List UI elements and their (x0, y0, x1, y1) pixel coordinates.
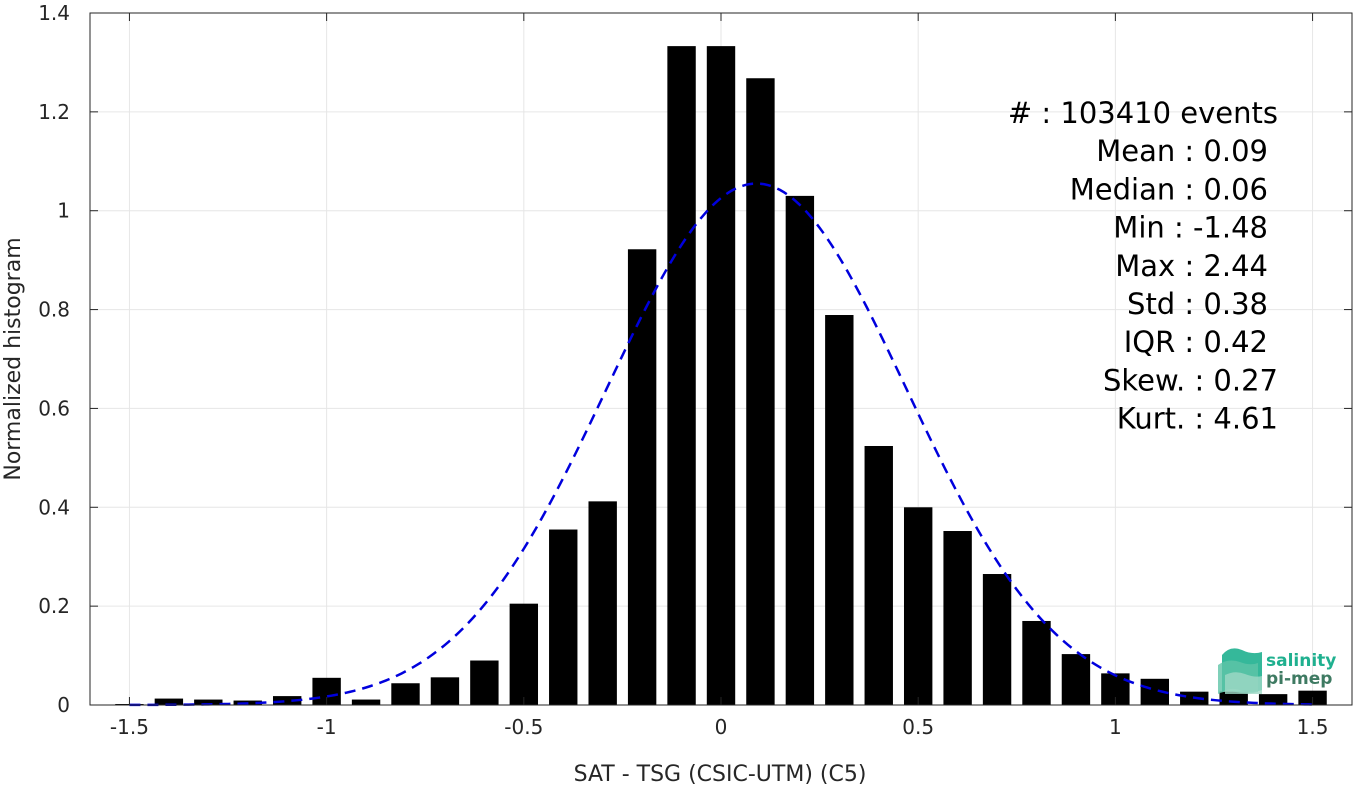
stat-line: Mean : 0.09 (1096, 134, 1268, 168)
x-tick-label: -1.5 (110, 715, 149, 739)
histogram-bar (627, 249, 657, 706)
histogram-bar (470, 660, 499, 705)
x-tick-label: 0 (715, 715, 728, 739)
histogram-bar (509, 603, 539, 705)
histogram-bar (785, 195, 815, 705)
stat-line: IQR : 0.42 (1124, 325, 1268, 359)
salinity-pi-mep-logo: salinity pi-mep (1218, 648, 1336, 694)
y-axis-label: Normalized histogram (1, 237, 26, 480)
y-tick-label: 0.6 (38, 396, 70, 420)
x-axis-label: SAT - TSG (CSIC-UTM) (C5) (574, 762, 867, 785)
histogram-bar (746, 78, 775, 705)
stat-line: Min : -1.48 (1113, 211, 1268, 245)
x-axis-ticks: -1.5 -1 -0.5 0 0.5 1 1.5 (110, 13, 1329, 739)
x-tick-label: 1.5 (1297, 715, 1329, 739)
histogram-bar (391, 683, 420, 705)
histogram-bar (943, 531, 972, 705)
histogram-bar (272, 696, 302, 705)
histogram-bar (903, 507, 933, 705)
y-tick-label: 0.2 (38, 594, 70, 618)
histogram-bar (351, 699, 381, 705)
bar-series (115, 46, 1327, 706)
stat-line: Skew. : 0.27 (1103, 363, 1278, 397)
x-tick-label: 1 (1109, 715, 1122, 739)
y-tick-label: 0 (57, 693, 70, 717)
y-tick-label: 1 (57, 199, 70, 223)
histogram-bar (588, 501, 617, 705)
histogram-bar (154, 698, 184, 705)
y-tick-label: 0.4 (38, 495, 70, 519)
histogram-bar (706, 46, 736, 706)
gaussian-fit-curve (129, 182, 1313, 707)
stat-line: Median : 0.06 (1070, 172, 1268, 206)
y-tick-label: 1.4 (38, 1, 70, 25)
x-tick-label: -1 (317, 715, 337, 739)
logo-wave-icon (1218, 648, 1262, 694)
x-tick-label: -0.5 (504, 715, 543, 739)
logo-text-pi-mep: pi-mep (1266, 669, 1332, 689)
histogram-bar (1022, 620, 1051, 705)
histogram-bar (1219, 691, 1248, 705)
stat-line: # : 103410 events (1008, 96, 1278, 130)
histogram-bar (825, 315, 854, 705)
stat-line: Std : 0.38 (1127, 287, 1268, 321)
histogram-bar (194, 699, 223, 705)
stat-line: Max : 2.44 (1115, 249, 1268, 283)
logo-text-salinity: salinity (1266, 651, 1336, 671)
y-axis-ticks: 0 0.2 0.4 0.6 0.8 1 1.2 1.4 (38, 1, 1352, 717)
histogram-bar (1258, 694, 1288, 705)
histogram-bar (667, 46, 696, 706)
histogram-bar (549, 529, 578, 705)
stat-line: Kurt. : 4.61 (1117, 402, 1278, 436)
y-tick-label: 0.8 (38, 298, 70, 322)
histogram-bar (982, 574, 1012, 705)
histogram-bar (1061, 654, 1091, 705)
histogram-bar (864, 445, 893, 705)
statistics-box: # : 103410 events Mean : 0.09 Median : 0.0… (1008, 96, 1278, 436)
y-tick-label: 1.2 (38, 100, 70, 124)
histogram-bar (430, 677, 460, 705)
x-tick-label: 0.5 (902, 715, 934, 739)
